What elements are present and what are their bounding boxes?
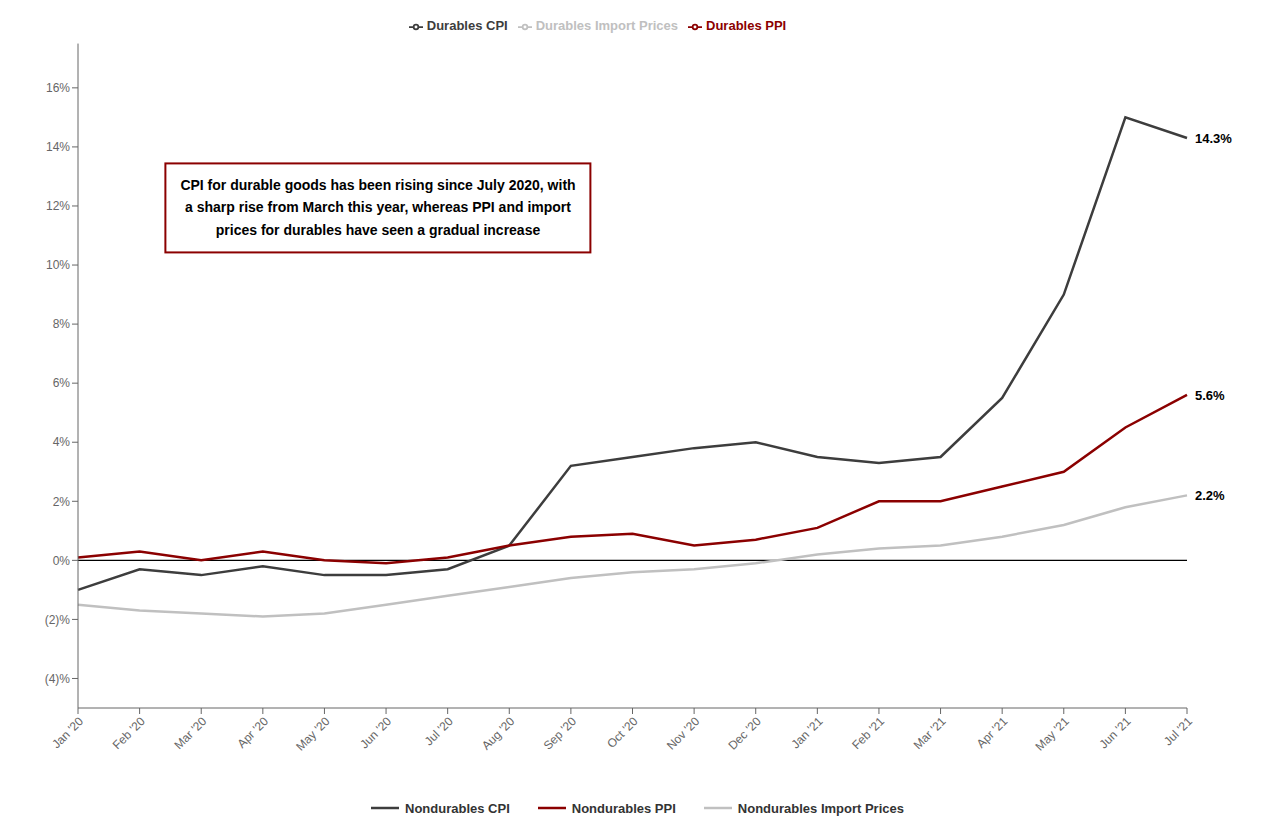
- svg-text:Mar '20: Mar '20: [171, 714, 209, 752]
- html-text:Nondurables PPI: Nondurables PPI: [571, 800, 676, 816]
- svg-text:Dec '20: Dec '20: [725, 714, 764, 753]
- html-text:Durables PPI: Durables PPI: [706, 18, 787, 33]
- svg-text:Jun '20: Jun '20: [357, 714, 394, 751]
- html-text:Nondurables CPI: Nondurables CPI: [405, 800, 510, 816]
- svg-text:0%: 0%: [53, 554, 71, 568]
- html-text:Durables CPI: Durables CPI: [426, 18, 508, 33]
- svg-text:14.3%: 14.3%: [1195, 131, 1232, 146]
- svg-text:Jul '21: Jul '21: [1161, 714, 1195, 748]
- svg-text:Jan '20: Jan '20: [49, 714, 86, 751]
- html-text:Durables Import Prices: Durables Import Prices: [535, 18, 678, 33]
- svg-text:2%: 2%: [53, 495, 71, 509]
- svg-text:Jul '20: Jul '20: [422, 714, 456, 748]
- svg-text:10%: 10%: [46, 258, 70, 272]
- svg-text:(4)%: (4)%: [45, 672, 71, 686]
- svg-text:Jan '21: Jan '21: [788, 714, 825, 751]
- svg-text:(2)%: (2)%: [45, 613, 71, 627]
- svg-text:Feb '20: Feb '20: [110, 714, 148, 752]
- svg-text:Sep '20: Sep '20: [541, 714, 580, 753]
- svg-text:Apr '20: Apr '20: [234, 714, 271, 751]
- svg-text:Aug '20: Aug '20: [479, 714, 518, 753]
- svg-text:May '20: May '20: [293, 714, 333, 754]
- svg-text:Mar '21: Mar '21: [911, 714, 949, 752]
- svg-text:5.6%: 5.6%: [1195, 388, 1225, 403]
- svg-text:6%: 6%: [53, 376, 71, 390]
- html-text:Nondurables Import Prices: Nondurables Import Prices: [737, 800, 904, 816]
- svg-text:12%: 12%: [46, 199, 70, 213]
- svg-text:Apr '21: Apr '21: [974, 714, 1011, 751]
- svg-text:Nov '20: Nov '20: [664, 714, 703, 753]
- svg-text:May '21: May '21: [1033, 714, 1073, 754]
- svg-text:Oct '20: Oct '20: [604, 714, 641, 751]
- svg-text:4%: 4%: [53, 435, 71, 449]
- svg-text:16%: 16%: [46, 81, 70, 95]
- svg-text:14%: 14%: [46, 140, 70, 154]
- svg-text:Feb '21: Feb '21: [849, 714, 887, 752]
- html-text:CPI for durable goods has been: CPI for durable goods has been rising si…: [180, 177, 576, 239]
- svg-text:8%: 8%: [53, 317, 71, 331]
- svg-text:Jun '21: Jun '21: [1097, 714, 1134, 751]
- svg-text:2.2%: 2.2%: [1195, 488, 1225, 503]
